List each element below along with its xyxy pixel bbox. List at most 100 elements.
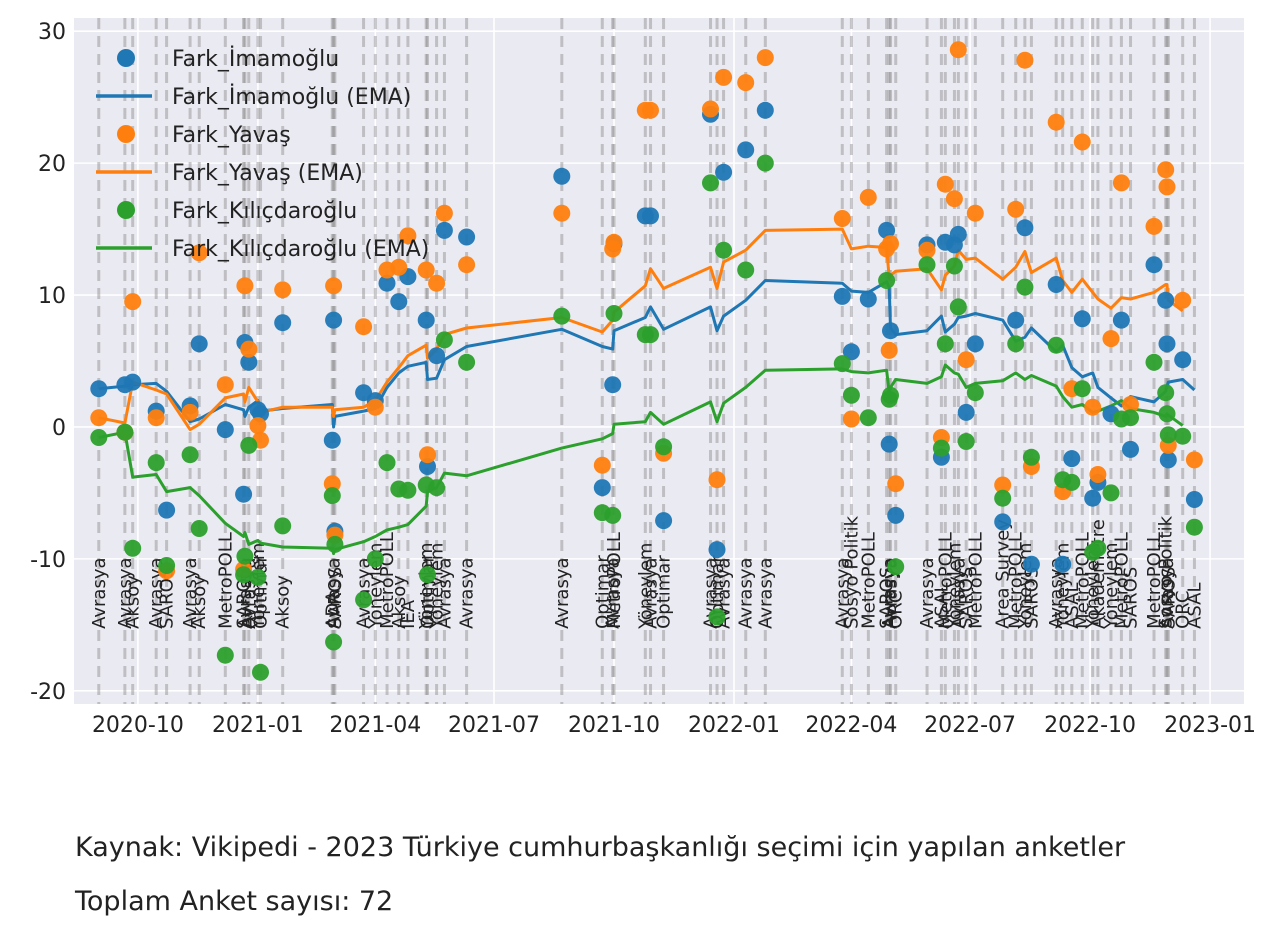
point-imamoglu	[1047, 276, 1065, 293]
point-kilicdaroglu	[756, 154, 774, 172]
point-yavas	[1145, 217, 1163, 235]
point-yavas	[553, 204, 571, 222]
pollster-label: Aksoy	[123, 575, 144, 629]
point-imamoglu	[642, 207, 659, 225]
point-kilicdaroglu	[966, 384, 984, 402]
point-yavas	[1102, 330, 1120, 348]
pollster-label: Avrasya	[603, 557, 624, 628]
pollster-label: Avrasya	[736, 557, 757, 628]
pollster-label: Avrasya	[1046, 557, 1067, 628]
pollster-label: Avrasya	[434, 557, 455, 628]
legend-label: Fark_İmamoğlu	[172, 46, 339, 72]
x-tick-label: 2021-10	[568, 713, 660, 738]
data-points	[90, 41, 1203, 681]
point-kilicdaroglu	[158, 557, 176, 574]
point-yavas	[274, 281, 292, 299]
point-imamoglu	[994, 513, 1012, 531]
pollster-label: İEA	[398, 599, 419, 629]
pollster-label: MetroPOLL	[215, 532, 236, 629]
point-imamoglu	[1122, 440, 1139, 458]
ema-line-kilicdaroglu	[98, 363, 1184, 556]
x-tick-label: 2021-04	[329, 713, 421, 738]
point-kilicdaroglu	[1102, 484, 1120, 502]
point-kilicdaroglu	[957, 433, 975, 450]
x-tick-label: 2022-10	[1044, 713, 1136, 738]
x-tick-label: 2021-07	[448, 713, 540, 738]
x-tick-label: 2021-01	[212, 713, 304, 738]
point-yavas	[918, 241, 936, 259]
point-imamoglu	[1063, 450, 1081, 468]
point-imamoglu	[325, 311, 343, 329]
source-caption: Kaynak: Vikipedi - 2023 Türkiye cumhurba…	[75, 832, 1126, 863]
point-yavas	[419, 446, 436, 464]
point-imamoglu	[1112, 311, 1130, 329]
point-kilicdaroglu	[553, 307, 571, 325]
point-kilicdaroglu	[235, 566, 253, 584]
point-imamoglu	[428, 347, 446, 365]
pollster-label: SAROS	[325, 567, 346, 629]
point-kilicdaroglu	[236, 547, 254, 565]
point-kilicdaroglu	[1073, 380, 1091, 398]
pollster-label: ORC	[886, 591, 907, 629]
pollster-label: Area Survey	[993, 519, 1014, 629]
point-yavas	[966, 204, 984, 222]
point-yavas	[90, 409, 108, 427]
point-imamoglu	[966, 335, 984, 353]
point-kilicdaroglu	[1157, 384, 1175, 402]
pollster-label: MetroPOLL	[858, 532, 879, 629]
point-kilicdaroglu	[435, 331, 453, 349]
point-kilicdaroglu	[249, 568, 267, 586]
point-kilicdaroglu	[605, 305, 623, 322]
point-yavas	[936, 175, 954, 193]
point-yavas	[236, 277, 254, 295]
point-kilicdaroglu	[1022, 448, 1040, 466]
point-imamoglu	[715, 163, 733, 181]
point-kilicdaroglu	[737, 261, 755, 279]
pollster-label: ADA	[322, 590, 343, 629]
pollster-label: Sosyo Politik	[841, 515, 862, 628]
point-imamoglu	[655, 512, 673, 530]
point-kilicdaroglu	[833, 355, 851, 373]
y-tick-label: 30	[38, 20, 66, 45]
point-yavas	[399, 227, 417, 245]
point-yavas	[1089, 466, 1107, 483]
point-kilicdaroglu	[708, 608, 726, 626]
point-imamoglu	[435, 221, 453, 239]
point-imamoglu	[1157, 291, 1175, 309]
point-kilicdaroglu	[1007, 335, 1025, 353]
point-yavas	[181, 403, 199, 421]
pollster-label: ASAL	[1062, 582, 1083, 628]
y-tick-label: -20	[30, 680, 66, 705]
point-kilicdaroglu	[1047, 336, 1065, 354]
pollster-label: Yöneylem	[944, 543, 965, 630]
y-tick-labels: -20 -10 0 10 20 30	[30, 20, 66, 705]
pollster-label: MetroPOLL	[1144, 532, 1165, 629]
point-kilicdaroglu	[252, 663, 269, 681]
point-kilicdaroglu	[887, 558, 905, 576]
point-yavas	[435, 204, 453, 222]
pollster-label: Yöneylem	[416, 543, 437, 630]
point-kilicdaroglu	[715, 241, 733, 259]
point-kilicdaroglu	[918, 256, 936, 274]
legend-label: Fark_Kılıçdaroğlu (EMA)	[172, 237, 429, 262]
pollster-label: Avrasya	[948, 557, 969, 628]
legend-label: Fark_Yavaş	[172, 123, 291, 148]
pollster-label: ORC	[1173, 591, 1194, 629]
point-kilicdaroglu	[326, 535, 344, 553]
legend-label: Fark_İmamoğlu (EMA)	[172, 84, 411, 110]
point-yavas	[1084, 398, 1102, 416]
point-yavas	[1007, 200, 1025, 218]
point-kilicdaroglu	[994, 489, 1012, 507]
point-imamoglu	[1007, 311, 1025, 329]
point-yavas	[1122, 396, 1139, 413]
point-yavas	[124, 293, 142, 311]
point-yavas	[1158, 178, 1176, 196]
pollster-label: Optimar	[251, 555, 272, 629]
point-yavas	[887, 475, 905, 493]
pollster-label: SAROS	[956, 567, 977, 629]
point-yavas	[249, 417, 267, 435]
point-yavas	[458, 256, 476, 274]
point-kilicdaroglu	[216, 646, 234, 664]
point-yavas	[702, 100, 719, 118]
pollster-label: MetroPOLL	[1006, 532, 1027, 629]
